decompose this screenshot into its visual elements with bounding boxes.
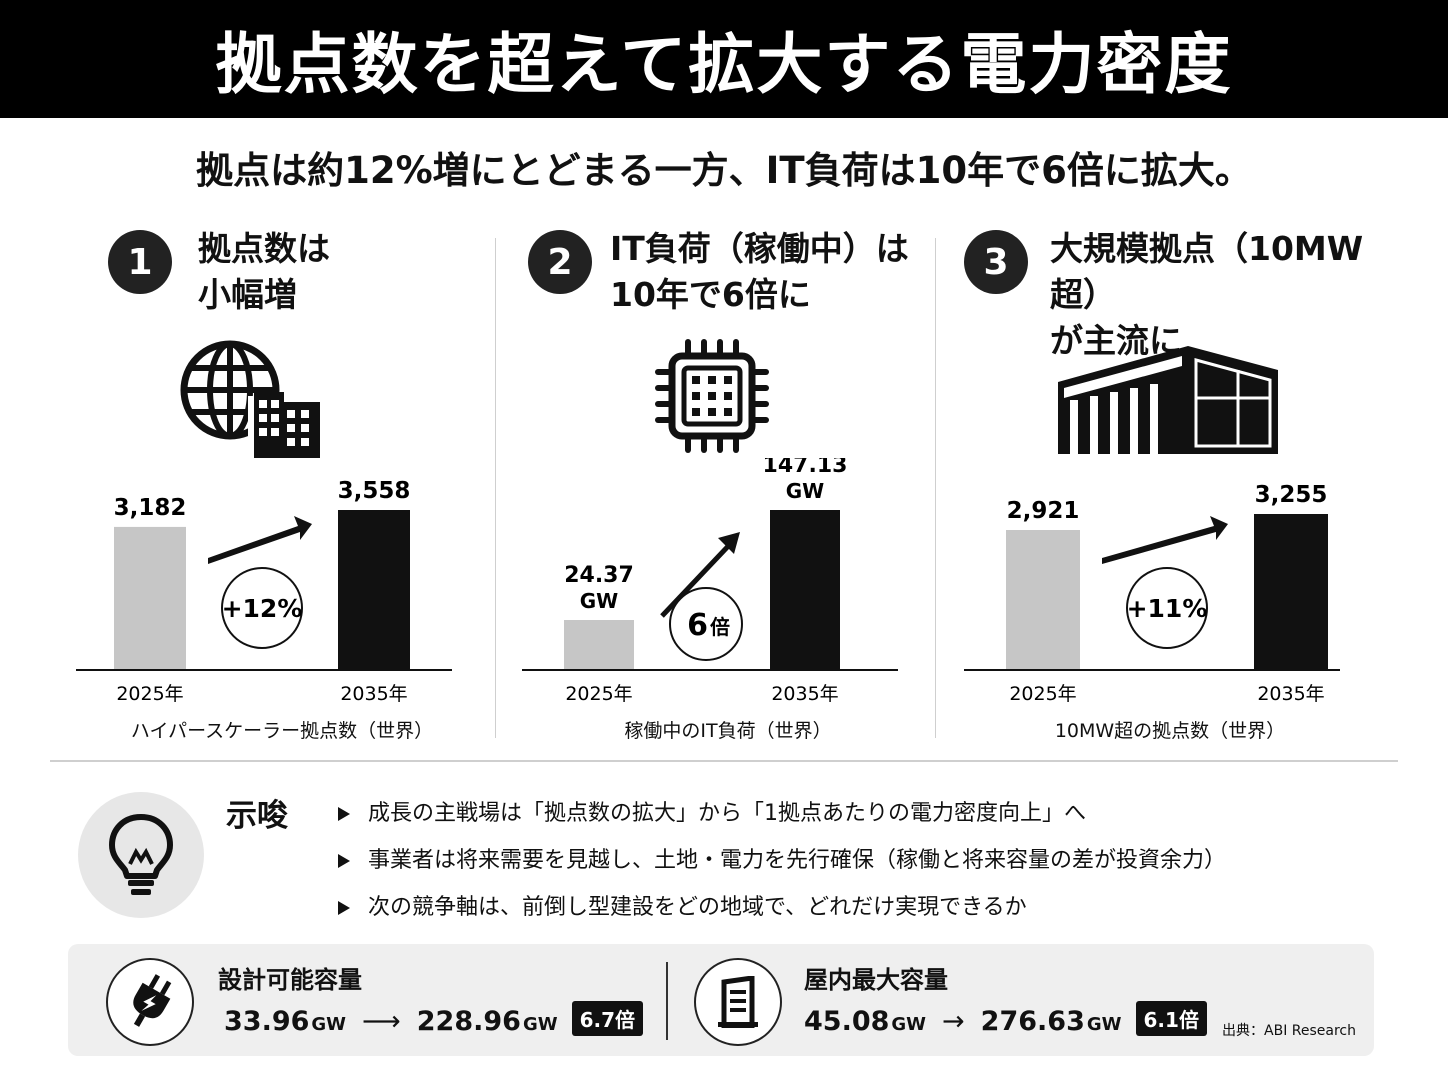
indoor-capacity-values: 45.08 GW → 276.63 GW 6.1倍 bbox=[804, 1001, 1207, 1039]
chart-caption: ハイパースケーラー拠点数（世界） bbox=[130, 720, 434, 742]
change-circle bbox=[221, 567, 303, 649]
column-divider bbox=[935, 238, 936, 738]
globe-building-icon bbox=[180, 340, 330, 464]
page-subtitle: 拠点は約12%増にとどまる一方、IT負荷は10年で6倍に拡大。 bbox=[196, 149, 1252, 192]
change-label: +12% bbox=[222, 594, 303, 623]
trend-arrow bbox=[660, 538, 736, 618]
bar-1 bbox=[338, 510, 410, 670]
triangle-bullet-icon bbox=[338, 853, 350, 868]
tick-label: 2025年 bbox=[1009, 683, 1076, 705]
header-bar: 拠点数を超えて拡大する電力密度 bbox=[0, 0, 1448, 118]
lightbulb-icon bbox=[78, 792, 204, 918]
column-title: 拠点数は 小幅増 bbox=[198, 229, 330, 314]
tick-label: 2035年 bbox=[771, 683, 838, 705]
server-building-icon bbox=[694, 958, 782, 1046]
change-suffix: 倍 bbox=[710, 615, 730, 639]
chart-sites: 3,182 2025年 3,558 2035年 +12% bbox=[76, 478, 452, 705]
tick-label: 2025年 bbox=[565, 683, 632, 705]
warehouse-icon bbox=[1054, 342, 1280, 460]
list-item: 次の競争軸は、前倒し型建設をどの地域で、どれだけ実現できるか bbox=[338, 884, 1226, 931]
source-note: 出典：ABI Research bbox=[1222, 1023, 1356, 1039]
section-divider bbox=[50, 760, 1398, 762]
change-label: +11% bbox=[1127, 594, 1208, 623]
chart-caption: 10MW超の拠点数（世界） bbox=[1054, 720, 1286, 742]
capacity-footer: 設計可能容量 33.96 GW ⟶ 228.96 GW 6.7倍 屋内最大容量 45… bbox=[68, 944, 1374, 1056]
implications-title: 示唆 bbox=[226, 798, 288, 834]
bar-1 bbox=[1254, 514, 1328, 670]
data-label: 24.37 bbox=[564, 563, 634, 588]
bar-0 bbox=[1006, 530, 1080, 670]
implications-list: 成長の主戦場は「拠点数の拡大」から「1拠点あたりの電力密度向上」へ 事業者は将来… bbox=[338, 790, 1226, 931]
data-label: 2,921 bbox=[1007, 498, 1080, 524]
column-title: 大規模拠点（10MW超） が主流に bbox=[1050, 229, 1364, 360]
triangle-bullet-icon bbox=[338, 806, 350, 821]
ratio-badge: 6.1倍 bbox=[1135, 1001, 1207, 1036]
column-sites: 1 拠点数は 小幅増 3,182 2025年 3,558 2035年 +12% ハイパー… bbox=[62, 222, 502, 752]
trend-arrow-head bbox=[718, 532, 740, 554]
column-divider bbox=[495, 238, 496, 738]
cpu-chip-icon bbox=[654, 338, 770, 458]
design-capacity-label: 設計可能容量 bbox=[218, 966, 362, 994]
data-label-unit: GW bbox=[786, 479, 824, 503]
column-title: IT負荷（稼働中）は 10年で6倍に bbox=[610, 229, 909, 314]
power-plug-icon bbox=[106, 958, 194, 1046]
triangle-bullet-icon bbox=[338, 900, 350, 915]
data-label: 3,255 bbox=[1255, 482, 1328, 508]
data-label: 147.13 bbox=[763, 458, 848, 478]
trend-arrow bbox=[1102, 516, 1228, 564]
bar-1 bbox=[770, 510, 840, 670]
change-circle bbox=[1126, 567, 1208, 649]
data-label: 3,182 bbox=[114, 495, 187, 521]
indoor-capacity-label: 屋内最大容量 bbox=[804, 966, 948, 994]
list-item: 成長の主戦場は「拠点数の拡大」から「1拠点あたりの電力密度向上」へ bbox=[338, 790, 1226, 837]
tick-label: 2035年 bbox=[340, 683, 407, 705]
footer-divider bbox=[666, 962, 668, 1040]
change-label: 6 bbox=[687, 608, 708, 643]
page-title: 拠点数を超えて拡大する電力密度 bbox=[215, 26, 1233, 103]
design-capacity-values: 33.96 GW ⟶ 228.96 GW 6.7倍 bbox=[224, 1001, 644, 1039]
column-number: 2 bbox=[528, 230, 592, 294]
chart-caption: 稼働中のIT負荷（世界） bbox=[624, 720, 832, 742]
column-number: 3 bbox=[964, 230, 1028, 294]
column-large-sites: 3 大規模拠点（10MW超） が主流に 2,921 2025年 3,255 2035年… bbox=[950, 222, 1390, 752]
data-label-unit: GW bbox=[580, 589, 618, 613]
bar-0 bbox=[564, 620, 634, 670]
tick-label: 2035年 bbox=[1257, 683, 1324, 705]
trend-arrow bbox=[208, 516, 312, 564]
tick-label: 2025年 bbox=[116, 683, 183, 705]
list-item: 事業者は将来需要を見越し、土地・電力を先行確保（稼働と将来容量の差が投資余力） bbox=[338, 837, 1226, 884]
bar-0 bbox=[114, 526, 186, 670]
change-circle bbox=[669, 587, 743, 661]
column-it-load: 2 IT負荷（稼働中）は 10年で6倍に 24.37 GW 2025年 147.13 bbox=[508, 222, 948, 752]
data-label: 3,558 bbox=[338, 478, 411, 504]
ratio-badge: 6.7倍 bbox=[571, 1001, 644, 1036]
chart-large-sites: 2,921 2025年 3,255 2035年 +11% bbox=[964, 482, 1340, 705]
column-number: 1 bbox=[108, 230, 172, 294]
